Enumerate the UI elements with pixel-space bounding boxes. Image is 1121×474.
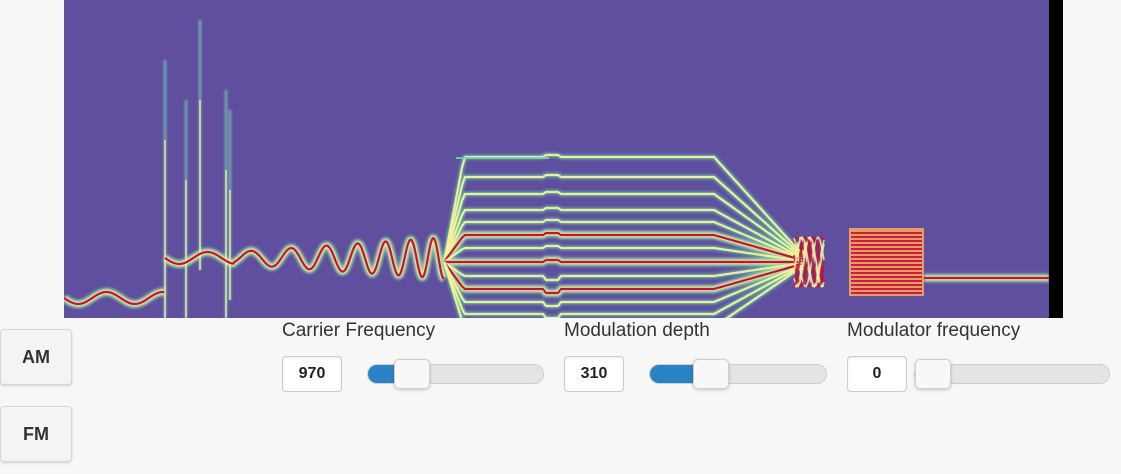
- modulator-frequency-input[interactable]: [847, 356, 907, 392]
- sideband: [442, 206, 804, 263]
- sideband: [442, 261, 804, 318]
- carrier-frequency-slider[interactable]: [367, 359, 544, 389]
- modulation-depth-slider-handle[interactable]: [693, 359, 730, 389]
- signal-segment-chirp: [164, 237, 445, 280]
- modulation-depth-input[interactable]: [564, 356, 624, 392]
- am-block-stripe: [851, 280, 922, 282]
- sideband-collapse: [793, 236, 825, 288]
- am-block-stripe: [851, 276, 922, 278]
- am-block-stripe: [851, 288, 922, 290]
- am-block-stripe: [851, 284, 922, 286]
- sideband: [443, 261, 804, 282]
- am-block-stripe: [851, 260, 922, 262]
- am-block-stripe: [851, 240, 922, 242]
- signal-segment-low: [64, 290, 166, 306]
- sideband-collapse: [793, 236, 825, 288]
- modulation-depth-label: Modulation depth: [564, 320, 710, 341]
- modulation-depth-slider[interactable]: [649, 359, 827, 389]
- am-block-stripe: [851, 236, 922, 238]
- sideband: [442, 190, 804, 263]
- carrier-frequency-slider-handle[interactable]: [394, 359, 431, 389]
- modulator-frequency-slider-handle[interactable]: [915, 359, 951, 389]
- spectrogram-display: [64, 0, 1049, 318]
- sideband-collapse: [793, 236, 825, 288]
- carrier-frequency-label: Carrier Frequency: [282, 320, 436, 341]
- sideband: [443, 218, 804, 263]
- sideband-collapse: [793, 236, 825, 288]
- am-button[interactable]: AM: [0, 329, 72, 385]
- am-block-stripe: [851, 272, 922, 274]
- am-block-stripe: [851, 256, 922, 258]
- fm-button[interactable]: FM: [0, 406, 72, 462]
- am-block-stripe: [851, 252, 922, 254]
- am-block-stripe: [851, 248, 922, 250]
- sideband: [443, 244, 804, 263]
- sideband: [444, 258, 804, 264]
- sideband-collapse: [793, 236, 825, 288]
- am-block-stripe: [851, 268, 922, 270]
- am-block-stripe: [851, 244, 922, 246]
- modulator-frequency-slider[interactable]: [914, 359, 1110, 389]
- sideband: [443, 231, 804, 263]
- am-block-stripe: [851, 292, 922, 294]
- carrier-frequency-input[interactable]: [282, 356, 342, 392]
- sideband: [442, 261, 804, 318]
- am-block-stripe: [851, 264, 922, 266]
- modulator-frequency-label: Modulator frequency: [847, 320, 1021, 341]
- spectrogram-edge: [1049, 0, 1063, 318]
- sideband: [443, 261, 804, 295]
- sideband: [443, 261, 804, 308]
- am-block-stripe: [851, 232, 922, 234]
- sideband: [442, 173, 804, 263]
